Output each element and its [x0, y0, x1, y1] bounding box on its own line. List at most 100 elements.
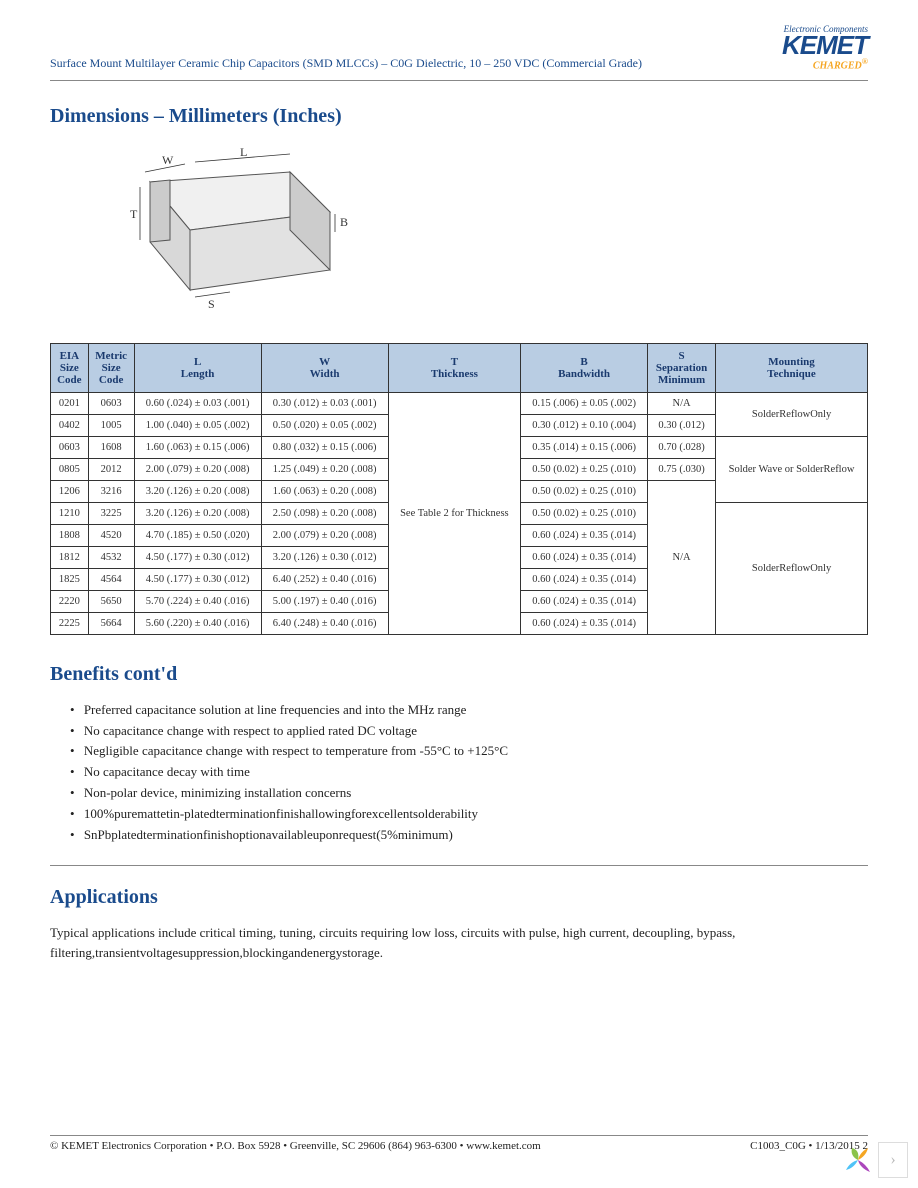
table-cell: 0.60 (.024) ± 0.35 (.014) [521, 546, 648, 568]
table-body: 020106030.60 (.024) ± 0.03 (.001)0.30 (.… [51, 392, 868, 634]
table-cell: 1608 [88, 436, 134, 458]
table-cell: 6.40 (.252) ± 0.40 (.016) [261, 568, 388, 590]
table-cell: 1005 [88, 414, 134, 436]
dim-label-w: W [162, 153, 174, 167]
table-cell: 5.60 (.220) ± 0.40 (.016) [134, 612, 261, 634]
table-cell: 4.50 (.177) ± 0.30 (.012) [134, 546, 261, 568]
table-cell: 3225 [88, 502, 134, 524]
mounting-cell: Solder Wave or SolderReflow [716, 436, 868, 502]
separation-na-cell: N/A [648, 480, 716, 634]
table-cell: 0201 [51, 392, 89, 414]
list-item: No capacitance decay with time [70, 762, 868, 783]
table-cell: 4520 [88, 524, 134, 546]
table-cell: 4532 [88, 546, 134, 568]
table-cell: 0.35 (.014) ± 0.15 (.006) [521, 436, 648, 458]
table-cell: 5.00 (.197) ± 0.40 (.016) [261, 590, 388, 612]
table-cell: 2220 [51, 590, 89, 612]
table-cell: 0.60 (.024) ± 0.35 (.014) [521, 590, 648, 612]
footer-left: © KEMET Electronics Corporation • P.O. B… [50, 1140, 541, 1152]
table-cell: 0.50 (0.02) ± 0.25 (.010) [521, 502, 648, 524]
section-divider [50, 865, 868, 866]
page-footer: © KEMET Electronics Corporation • P.O. B… [50, 1135, 868, 1152]
dimensions-table: EIASizeCode MetricSizeCode LLength WWidt… [50, 343, 868, 635]
table-cell: 0.30 (.012) [648, 414, 716, 436]
table-cell: 0.60 (.024) ± 0.35 (.014) [521, 568, 648, 590]
table-cell: 1.25 (.049) ± 0.20 (.008) [261, 458, 388, 480]
dim-label-s: S [208, 297, 215, 311]
table-cell: 0805 [51, 458, 89, 480]
table-cell: 5.70 (.224) ± 0.40 (.016) [134, 590, 261, 612]
table-cell: 4.50 (.177) ± 0.30 (.012) [134, 568, 261, 590]
table-cell: 1812 [51, 546, 89, 568]
list-item: Negligible capacitance change with respe… [70, 741, 868, 762]
brand-logo: Electronic Components KEMET CHARGED® [782, 24, 868, 72]
list-item: SnPbplatedterminationfinishoptionavailab… [70, 825, 868, 846]
benefits-heading: Benefits cont'd [50, 663, 868, 686]
table-header: EIASizeCode MetricSizeCode LLength WWidt… [51, 343, 868, 392]
table-cell: 1.60 (.063) ± 0.20 (.008) [261, 480, 388, 502]
table-cell: 1206 [51, 480, 89, 502]
table-cell: 0603 [88, 392, 134, 414]
col-bandwidth: BBandwidth [521, 343, 648, 392]
header-title: Surface Mount Multilayer Ceramic Chip Ca… [50, 28, 642, 71]
table-cell: 4.70 (.185) ± 0.50 (.020) [134, 524, 261, 546]
table-cell: 3.20 (.126) ± 0.20 (.008) [134, 480, 261, 502]
table-cell: 5664 [88, 612, 134, 634]
col-metric: MetricSizeCode [88, 343, 134, 392]
table-cell: 0.60 (.024) ± 0.35 (.014) [521, 524, 648, 546]
mounting-cell: SolderReflowOnly [716, 392, 868, 436]
dim-label-l: L [240, 145, 247, 159]
table-cell: 0.80 (.032) ± 0.15 (.006) [261, 436, 388, 458]
table-cell: 1.60 (.063) ± 0.15 (.006) [134, 436, 261, 458]
list-item: Non-polar device, minimizing installatio… [70, 783, 868, 804]
table-cell: 0.30 (.012) ± 0.10 (.004) [521, 414, 648, 436]
table-cell: 1210 [51, 502, 89, 524]
col-width: WWidth [261, 343, 388, 392]
pager-widget: › [844, 1142, 908, 1178]
page-header: Surface Mount Multilayer Ceramic Chip Ca… [50, 28, 868, 81]
table-cell: 0.50 (.020) ± 0.05 (.002) [261, 414, 388, 436]
table-cell: 1.00 (.040) ± 0.05 (.002) [134, 414, 261, 436]
table-cell: 3.20 (.126) ± 0.20 (.008) [134, 502, 261, 524]
table-cell: 6.40 (.248) ± 0.40 (.016) [261, 612, 388, 634]
table-cell: 5650 [88, 590, 134, 612]
table-cell: 4564 [88, 568, 134, 590]
table-cell: 3216 [88, 480, 134, 502]
list-item: Preferred capacitance solution at line f… [70, 700, 868, 721]
table-cell: 0.15 (.006) ± 0.05 (.002) [521, 392, 648, 414]
table-cell: 0.50 (0.02) ± 0.25 (.010) [521, 480, 648, 502]
applications-heading: Applications [50, 886, 868, 909]
benefits-list: Preferred capacitance solution at line f… [70, 700, 868, 846]
table-cell: 0.30 (.012) ± 0.03 (.001) [261, 392, 388, 414]
table-cell: 0.70 (.028) [648, 436, 716, 458]
table-cell: 2.00 (.079) ± 0.20 (.008) [134, 458, 261, 480]
dim-label-t: T [130, 207, 138, 221]
table-cell: 1825 [51, 568, 89, 590]
applications-text: Typical applications include critical ti… [50, 923, 868, 962]
brand-name: KEMET [782, 34, 868, 57]
col-thickness: TThickness [388, 343, 520, 392]
col-mounting: MountingTechnique [716, 343, 868, 392]
table-cell: 0603 [51, 436, 89, 458]
table-cell: 3.20 (.126) ± 0.30 (.012) [261, 546, 388, 568]
col-separation: SSeparationMinimum [648, 343, 716, 392]
datasheet-page: Surface Mount Multilayer Ceramic Chip Ca… [0, 0, 918, 1188]
thickness-cell: See Table 2 for Thickness [388, 392, 520, 634]
table-cell: 1808 [51, 524, 89, 546]
table-cell: 0402 [51, 414, 89, 436]
table-cell: 0.75 (.030) [648, 458, 716, 480]
table-cell: 2.50 (.098) ± 0.20 (.008) [261, 502, 388, 524]
dim-label-b: B [340, 215, 348, 229]
dimensions-heading: Dimensions – Millimeters (Inches) [50, 105, 868, 128]
table-cell: 2012 [88, 458, 134, 480]
col-length: LLength [134, 343, 261, 392]
component-diagram: W L T B S [90, 142, 868, 327]
list-item: No capacitance change with respect to ap… [70, 721, 868, 742]
table-cell: 0.60 (.024) ± 0.03 (.001) [134, 392, 261, 414]
table-cell: N/A [648, 392, 716, 414]
table-cell: 2225 [51, 612, 89, 634]
next-page-button[interactable]: › [878, 1142, 908, 1178]
chevron-right-icon: › [890, 1151, 895, 1169]
col-eia: EIASizeCode [51, 343, 89, 392]
mounting-cell: SolderReflowOnly [716, 502, 868, 634]
